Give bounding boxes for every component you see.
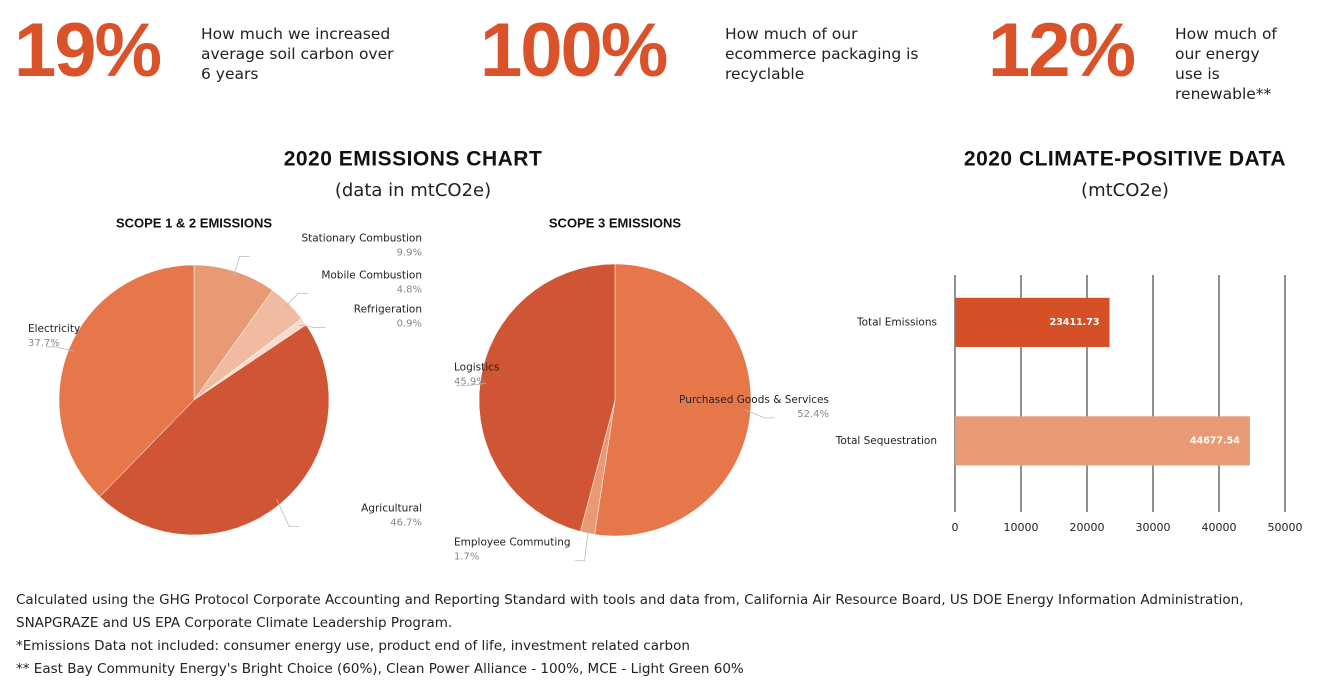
slice-label: Stationary Combustion <box>301 233 422 245</box>
slice-percent: 37.7% <box>28 338 60 349</box>
bar <box>955 416 1250 466</box>
category-label: Total Emissions <box>856 316 937 328</box>
slice-percent: 52.4% <box>797 409 829 420</box>
pie-slice <box>58 264 195 498</box>
stat-value: 12% <box>988 8 1135 93</box>
slice-label: Employee Commuting <box>454 537 571 549</box>
category-label: Total Sequestration <box>835 435 937 447</box>
subheading: (data in mtCO2e) <box>335 180 491 201</box>
slice-percent: 1.7% <box>454 552 479 563</box>
slice-label: Mobile Combustion <box>321 270 422 282</box>
slice-label: Electricity <box>28 323 80 335</box>
leader-line <box>574 527 590 562</box>
slice-percent: 46.7% <box>390 518 422 529</box>
footnote: *Emissions Data not included: consumer e… <box>16 638 690 654</box>
pie-title: SCOPE 1 & 2 EMISSIONS <box>116 215 272 230</box>
slice-percent: 4.8% <box>397 285 422 296</box>
slice-percent: 45.9% <box>454 377 486 388</box>
slice-label: Purchased Goods & Services <box>679 394 829 406</box>
subheading: (mtCO2e) <box>1081 180 1169 201</box>
x-tick-label: 10000 <box>1004 521 1039 534</box>
leader-line <box>456 382 487 387</box>
pie-title: SCOPE 3 EMISSIONS <box>549 215 682 230</box>
x-tick-label: 20000 <box>1070 521 1105 534</box>
x-tick-label: 50000 <box>1268 521 1303 534</box>
leader-line <box>276 498 300 528</box>
footnote: Calculated using the GHG Protocol Corpor… <box>16 592 1244 631</box>
bar-value: 44677.54 <box>1190 435 1240 446</box>
heading: 2020 CLIMATE-POSITIVE DATA <box>964 148 1286 171</box>
stat-text: How much of our energy use is renewable** <box>1175 25 1277 103</box>
stat-text: How much we increased average soil carbon… <box>201 25 394 83</box>
leader-line <box>283 293 309 308</box>
leader-line <box>45 346 75 352</box>
slice-percent: 0.9% <box>397 319 422 330</box>
x-tick-label: 0 <box>952 521 959 534</box>
footnote: ** East Bay Community Energy's Bright Ch… <box>16 661 744 677</box>
leader-line <box>233 256 250 278</box>
slice-percent: 9.9% <box>397 248 422 259</box>
slice-label: Refrigeration <box>354 304 422 316</box>
x-tick-label: 40000 <box>1202 521 1237 534</box>
slice-label: Logistics <box>454 362 499 374</box>
stat-value: 19% <box>14 8 161 93</box>
footnotes: Calculated using the GHG Protocol Corpor… <box>16 589 1311 681</box>
pie-slice <box>478 263 616 532</box>
stat-value: 100% <box>480 8 667 93</box>
pie-slice <box>99 324 330 536</box>
pie-slice <box>594 263 752 537</box>
leader-line <box>299 324 326 328</box>
heading: 2020 EMISSIONS CHART <box>284 148 543 171</box>
bar <box>955 297 1110 347</box>
leader-line <box>744 409 775 419</box>
stat-text: How much of our ecommerce packaging is rec… <box>725 25 918 83</box>
x-tick-label: 30000 <box>1136 521 1171 534</box>
slice-label: Agricultural <box>361 503 422 515</box>
bar-value: 23411.73 <box>1050 317 1100 328</box>
